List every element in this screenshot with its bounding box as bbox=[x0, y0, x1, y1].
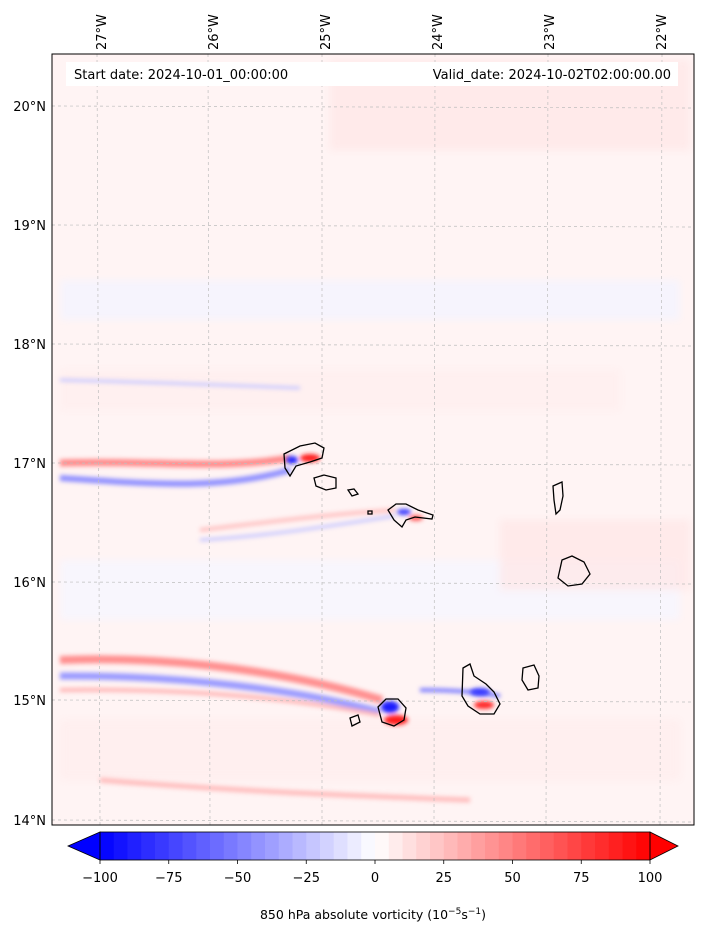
lat-label: 16°N bbox=[13, 576, 46, 591]
graticule bbox=[52, 54, 694, 825]
colorbar-label-end: ) bbox=[481, 907, 486, 922]
lon-label: 26°W bbox=[207, 14, 222, 50]
colorbar-segment bbox=[457, 832, 472, 860]
colorbar-segment bbox=[333, 832, 348, 860]
lon-label: 22°W bbox=[655, 14, 670, 50]
colorbar-min-extend-arrow bbox=[67, 831, 101, 861]
colorbar-segment bbox=[430, 832, 445, 860]
colorbar-segment bbox=[292, 832, 307, 860]
colorbar-segment bbox=[113, 832, 128, 860]
lat-label: 15°N bbox=[13, 694, 46, 709]
island-santiago bbox=[461, 663, 501, 715]
colorbar-label-mid: s bbox=[461, 907, 468, 922]
colorbar-tick-label: 50 bbox=[504, 871, 521, 886]
colorbar-max-extend-arrow bbox=[649, 831, 679, 861]
map-frame bbox=[51, 53, 695, 826]
latitude-labels: 20°N 19°N 18°N 17°N 16°N 15°N 14°N bbox=[13, 100, 46, 829]
colorbar-segment bbox=[278, 832, 293, 860]
colorbar-tick-label: −100 bbox=[82, 871, 118, 886]
colorbar-label-main: 850 hPa absolute vorticity (10 bbox=[260, 907, 448, 922]
colorbar-segment bbox=[471, 832, 486, 860]
colorbar-label: 850 hPa absolute vorticity (10−5s−1) bbox=[260, 907, 486, 922]
colorbar-segment bbox=[347, 832, 362, 860]
date-header-box bbox=[66, 62, 678, 86]
colorbar-ticks bbox=[99, 860, 651, 864]
colorbar-segment bbox=[402, 832, 417, 860]
lat-label: 18°N bbox=[13, 338, 46, 353]
colorbar-segments bbox=[100, 832, 651, 860]
island-fogo bbox=[377, 698, 407, 727]
island-ilheu bbox=[367, 510, 373, 515]
colorbar-tick-labels: −100 −75 −50 −25 0 25 50 75 100 bbox=[82, 871, 662, 886]
map-panel bbox=[52, 54, 694, 825]
colorbar-segment bbox=[553, 832, 568, 860]
colorbar-segment bbox=[100, 832, 115, 860]
island-maio bbox=[521, 664, 540, 691]
colorbar-segment bbox=[168, 832, 183, 860]
colorbar-segment bbox=[251, 832, 266, 860]
colorbar-segment bbox=[265, 832, 280, 860]
colorbar-segment bbox=[443, 832, 458, 860]
island-sao-vicente bbox=[313, 474, 337, 491]
colorbar-segment bbox=[581, 832, 596, 860]
colorbar-segment bbox=[210, 832, 225, 860]
colorbar-segment bbox=[595, 832, 610, 860]
coastlines bbox=[283, 442, 591, 727]
colorbar-segment bbox=[388, 832, 403, 860]
colorbar-segment bbox=[567, 832, 582, 860]
lat-label: 17°N bbox=[13, 457, 46, 472]
colorbar-segment bbox=[636, 832, 651, 860]
colorbar-segment bbox=[540, 832, 555, 860]
island-santa-luzia bbox=[346, 488, 360, 497]
valid-date-text: Valid_date: 2024-10-02T02:00:00.00 bbox=[433, 68, 671, 83]
colorbar-segment bbox=[223, 832, 238, 860]
lat-label: 14°N bbox=[13, 814, 46, 829]
island-boa-vista bbox=[557, 555, 591, 587]
colorbar-segment bbox=[416, 832, 431, 860]
colorbar-segment bbox=[622, 832, 637, 860]
colorbar-tick-label: −50 bbox=[224, 871, 251, 886]
colorbar: −100 −75 −50 −25 0 25 50 75 100 850 hPa … bbox=[67, 831, 679, 922]
colorbar-label-exp2: −1 bbox=[468, 907, 481, 917]
colorbar-segment bbox=[608, 832, 623, 860]
vorticity-streaks bbox=[59, 378, 501, 803]
island-brava bbox=[349, 714, 361, 727]
colorbar-tick-label: −25 bbox=[293, 871, 320, 886]
colorbar-tick-label: 25 bbox=[435, 871, 452, 886]
lon-label: 23°W bbox=[543, 14, 558, 50]
lon-label: 25°W bbox=[319, 14, 334, 50]
colorbar-segment bbox=[306, 832, 321, 860]
colorbar-tick-label: −75 bbox=[155, 871, 182, 886]
colorbar-segment bbox=[498, 832, 513, 860]
colorbar-tick-label: 0 bbox=[371, 871, 379, 886]
start-date-text: Start date: 2024-10-01_00:00:00 bbox=[74, 68, 288, 83]
island-sao-nicolau bbox=[387, 503, 434, 529]
colorbar-segment bbox=[361, 832, 376, 860]
colorbar-segment bbox=[526, 832, 541, 860]
colorbar-segment bbox=[182, 832, 197, 860]
colorbar-tick-label: 75 bbox=[573, 871, 590, 886]
colorbar-segment bbox=[375, 832, 390, 860]
colorbar-segment bbox=[512, 832, 527, 860]
colorbar-tick-label: 100 bbox=[638, 871, 663, 886]
colorbar-label-exp1: −5 bbox=[448, 907, 461, 917]
colorbar-segment bbox=[485, 832, 500, 860]
colorbar-segment bbox=[196, 832, 211, 860]
longitude-labels: 27°W 26°W 25°W 24°W 23°W 22°W bbox=[95, 14, 670, 50]
colorbar-segment bbox=[320, 832, 335, 860]
colorbar-segment bbox=[141, 832, 156, 860]
colorbar-segment bbox=[155, 832, 170, 860]
lon-label: 27°W bbox=[95, 14, 110, 50]
colorbar-segment bbox=[237, 832, 252, 860]
lat-label: 19°N bbox=[13, 219, 46, 234]
island-sal bbox=[552, 481, 564, 516]
lon-label: 24°W bbox=[431, 14, 446, 50]
island-santo-antao bbox=[283, 442, 325, 478]
lat-label: 20°N bbox=[13, 100, 46, 115]
colorbar-segment bbox=[127, 832, 142, 860]
